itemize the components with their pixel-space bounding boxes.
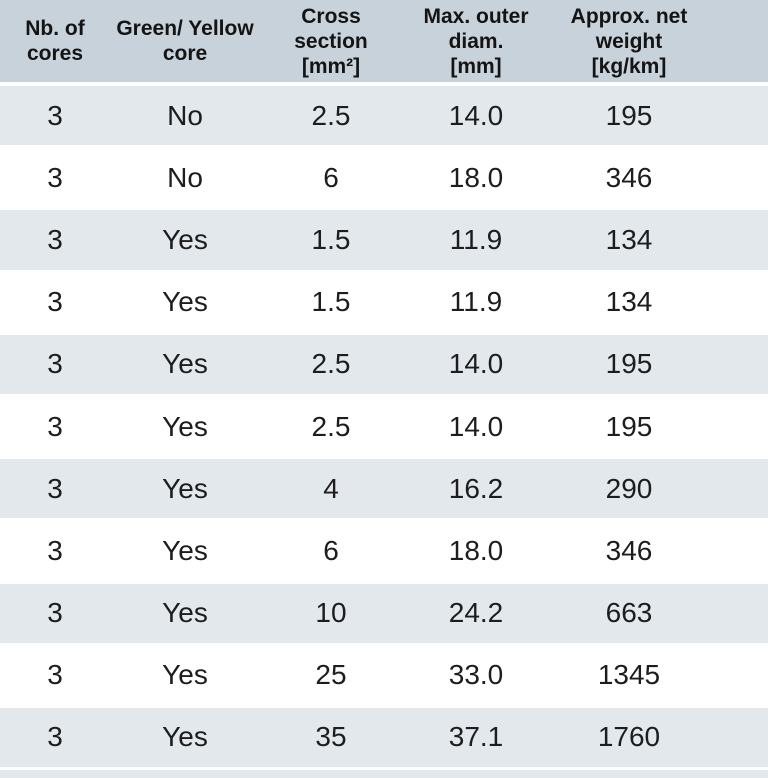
cell-max-outer-diam: 37.1 [402,707,550,771]
cell-green-yellow: Yes [110,210,260,273]
cell-cross-section: 2.5 [260,396,402,460]
cell-net-weight: 346 [550,148,768,211]
cell-cores: 3 [0,148,110,211]
cell-max-outer-diam: 16.2 [402,459,550,522]
header-line: Green/ Yellow [116,17,254,40]
cell-net-weight: 195 [550,396,768,460]
cell-net-weight: 346 [550,521,768,584]
col-header-approx-net-weight: Approx. net weight [kg/km] [550,0,768,86]
cell-cross-section: 10 [260,583,402,646]
table-row: 3 Yes 1.5 11.9 134 [0,210,768,273]
col-header-max-outer-diam: Max. outer diam. [mm] [402,0,550,86]
cell-cross-section: 1.5 [260,210,402,273]
header-line: core [162,42,208,65]
cell-cross-section: 25 [260,645,402,708]
cell-green-yellow: Yes [110,645,260,708]
cell-max-outer-diam: 14.0 [402,396,550,460]
cell-max-outer-diam: 11.9 [402,272,550,335]
cell-green-yellow: Yes [110,459,260,522]
cell-cross-section: 4 [260,459,402,522]
header-line: section [294,29,368,53]
cell-green-yellow: Yes [110,334,260,397]
cell-net-weight: 1345 [550,645,768,708]
cell-max-outer-diam: 18.0 [402,521,550,584]
col-header-nb-of-cores: Nb. of cores [0,0,110,86]
cell-cross-section: 2.5 [260,334,402,397]
cell-green-yellow: Yes [110,521,260,584]
cell-cores: 3 [0,334,110,397]
col-header-green-yellow-core: Green/ Yellow core [110,0,260,86]
cell-green-yellow: No [110,148,260,211]
cell-max-outer-diam: 11.9 [402,210,550,273]
cell-green-yellow: Yes [110,396,260,460]
table-row: 3 Yes 10 24.2 663 [0,583,768,646]
cell-cores: 3 [0,583,110,646]
cell-max-outer-diam: 33.0 [402,645,550,708]
header-line: Max. outer [423,4,529,28]
table-row: 3 Yes 2.5 14.0 195 [0,334,768,397]
header-line: weight [595,29,663,53]
cell-cross-section: 35 [260,707,402,771]
col-header-cross-section: Cross section [mm²] [260,0,402,86]
cell-net-weight: 663 [550,583,768,646]
cell-cores: 3 [0,86,110,149]
partial-next-row [0,770,768,778]
cell-cross-section: 1.5 [260,272,402,335]
cell-max-outer-diam: 18.0 [402,148,550,211]
cell-cores: 3 [0,707,110,771]
cell-cross-section: 6 [260,521,402,584]
cell-cores: 3 [0,272,110,335]
header-line: [mm] [450,54,502,78]
header-line: Approx. net [570,4,688,28]
cell-net-weight: 134 [550,272,768,335]
table-row: 3 Yes 25 33.0 1345 [0,645,768,708]
cell-net-weight: 134 [550,210,768,273]
header-line: cores [26,42,84,65]
cell-max-outer-diam: 14.0 [402,86,550,149]
table-row: 3 No 6 18.0 346 [0,148,768,211]
cell-net-weight: 1760 [550,707,768,771]
header-line: Cross [301,4,361,28]
table-row: 3 No 2.5 14.0 195 [0,86,768,149]
table-row: 3 Yes 4 16.2 290 [0,459,768,522]
header-line: [kg/km] [591,54,667,78]
cell-cores: 3 [0,521,110,584]
cell-net-weight: 290 [550,459,768,522]
cell-green-yellow: Yes [110,707,260,771]
cell-net-weight: 195 [550,86,768,149]
cell-cores: 3 [0,459,110,522]
table-header-row: Nb. of cores Green/ Yellow core Cross se… [0,0,768,86]
table-row: 3 Yes 35 37.1 1760 [0,707,768,771]
cell-max-outer-diam: 24.2 [402,583,550,646]
table-row: 3 Yes 6 18.0 346 [0,521,768,584]
table-row: 3 Yes 2.5 14.0 195 [0,396,768,460]
cell-green-yellow: No [110,86,260,149]
cell-green-yellow: Yes [110,583,260,646]
cell-cross-section: 2.5 [260,86,402,149]
header-line: diam. [448,29,504,53]
cell-cores: 3 [0,396,110,460]
cell-max-outer-diam: 14.0 [402,334,550,397]
cell-green-yellow: Yes [110,272,260,335]
header-line: [mm²] [301,54,361,78]
cell-cores: 3 [0,210,110,273]
table-row: 3 Yes 1.5 11.9 134 [0,272,768,335]
cell-cores: 3 [0,645,110,708]
cell-cross-section: 6 [260,148,402,211]
cell-net-weight: 195 [550,334,768,397]
header-line: Nb. of [25,17,85,40]
